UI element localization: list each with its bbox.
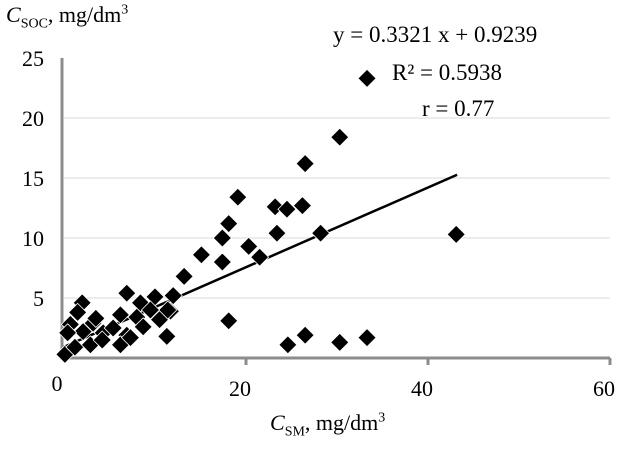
data-points	[55, 68, 466, 364]
data-point	[212, 228, 232, 248]
y-label-sub: SOC	[20, 16, 48, 32]
data-point	[117, 283, 137, 303]
data-point	[140, 300, 161, 320]
data-point	[58, 323, 78, 343]
data-point	[228, 187, 248, 207]
data-point	[86, 308, 106, 328]
y-tick-label: 20	[22, 106, 44, 131]
x-label-var: C	[270, 410, 285, 435]
data-point	[446, 224, 466, 244]
data-point	[73, 322, 93, 342]
tick-labels: 5 10 15 20 25 0 20 40 60	[22, 46, 615, 401]
data-point	[174, 266, 194, 286]
gridlines	[64, 117, 610, 299]
data-point	[311, 223, 331, 243]
y-tick-label: 10	[22, 226, 44, 251]
data-point	[158, 300, 178, 320]
data-point	[330, 332, 350, 352]
data-point	[120, 328, 140, 348]
data-point	[133, 317, 153, 337]
axes	[60, 58, 612, 365]
data-point	[292, 196, 312, 216]
data-point	[330, 127, 350, 147]
x-tick-label: 40	[411, 376, 433, 401]
x-tick-label: 20	[229, 376, 251, 401]
data-point	[357, 68, 377, 88]
equation-annotation: y = 0.3321 x + 0.9239	[333, 22, 538, 47]
y-tick-label: 25	[22, 46, 44, 71]
data-point	[278, 335, 298, 355]
data-point	[110, 305, 130, 325]
origin-tick-label: 0	[52, 371, 63, 396]
y-label-unit: , mg/dm	[47, 2, 122, 27]
y-tick-label: 5	[33, 286, 44, 311]
data-point	[68, 302, 88, 322]
data-point	[357, 328, 377, 348]
data-point	[267, 223, 287, 243]
r-annotation: r = 0.77	[422, 96, 495, 121]
r2-annotation: R² = 0.5938	[392, 60, 502, 85]
data-point	[219, 214, 239, 234]
data-point	[65, 337, 85, 357]
data-point	[191, 245, 211, 265]
data-point	[239, 236, 259, 256]
x-label-unit: , mg/dm	[304, 410, 379, 435]
y-tick-label: 15	[22, 166, 44, 191]
data-point	[92, 330, 112, 350]
x-axis-label: CSM, mg/dm3	[270, 410, 385, 440]
y-label-var: C	[6, 2, 21, 27]
data-point	[219, 311, 239, 331]
y-axis-label: CSOC, mg/dm3	[6, 2, 128, 32]
x-label-sup: 3	[378, 410, 386, 426]
data-point	[212, 252, 232, 272]
y-label-sup: 3	[121, 2, 129, 18]
data-point	[277, 199, 297, 219]
data-point	[295, 154, 315, 174]
data-point	[295, 325, 315, 345]
data-point	[103, 318, 123, 338]
x-label-sub: SM	[284, 424, 305, 440]
x-tick-label: 60	[593, 376, 615, 401]
data-point	[157, 326, 177, 346]
data-point	[250, 247, 270, 267]
